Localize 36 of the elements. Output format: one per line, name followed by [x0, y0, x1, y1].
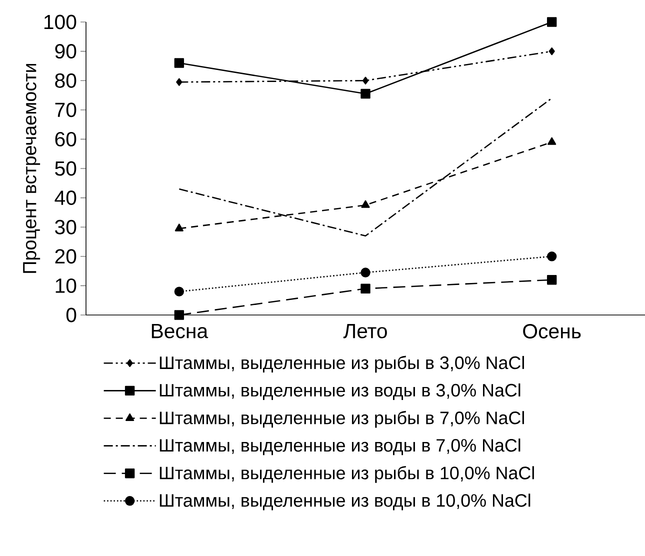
y-axis-title: Процент встречаемости: [23, 64, 40, 273]
x-tick-label: Лето: [343, 324, 387, 338]
y-tick-label: 30: [55, 220, 76, 234]
point: [360, 268, 370, 278]
point: [360, 284, 370, 294]
point: [174, 224, 184, 232]
y-tick-label: 100: [44, 14, 76, 30]
point: [174, 310, 184, 320]
y-tick-label: 60: [55, 132, 76, 146]
x-tick-label: Весна: [152, 324, 208, 338]
y-tick-label: 70: [55, 102, 76, 118]
point: [174, 58, 184, 68]
point: [546, 17, 557, 27]
y-tick-label: 90: [55, 44, 76, 59]
point: [360, 88, 370, 99]
point: [361, 200, 370, 208]
point: [176, 78, 182, 86]
point: [548, 137, 556, 145]
y-tick-label: 80: [55, 73, 76, 88]
y-tick-label: 20: [55, 249, 76, 264]
y-tick-label: 40: [54, 190, 76, 206]
y-tick-label: 50: [55, 161, 76, 176]
legend-label: Штаммы, выделенные из рыбы в 3,0% NaCl: [160, 356, 524, 373]
y-tick-label: 10: [56, 278, 76, 293]
point: [548, 47, 555, 56]
point: [174, 286, 184, 296]
legend-label: Штаммы, выделенные из воды в 3,0% NaCl: [160, 383, 520, 400]
x-tick-label: Осень: [523, 324, 581, 338]
y-tick-label: 0: [66, 308, 76, 322]
point: [362, 76, 369, 84]
legend-label: Штаммы, выделенные из рыбы в 10,0% NaCl: [160, 466, 534, 483]
legend-label: Штаммы, выделенные из воды в 10,0% NaCl: [160, 494, 530, 510]
point: [546, 252, 557, 262]
legend-label: Штаммы, выделенные из воды в 7,0% NaCl: [160, 438, 520, 456]
legend-label: Штаммы, выделенные из рыбы в 7,0% NaCl: [160, 410, 524, 428]
point: [546, 274, 557, 285]
